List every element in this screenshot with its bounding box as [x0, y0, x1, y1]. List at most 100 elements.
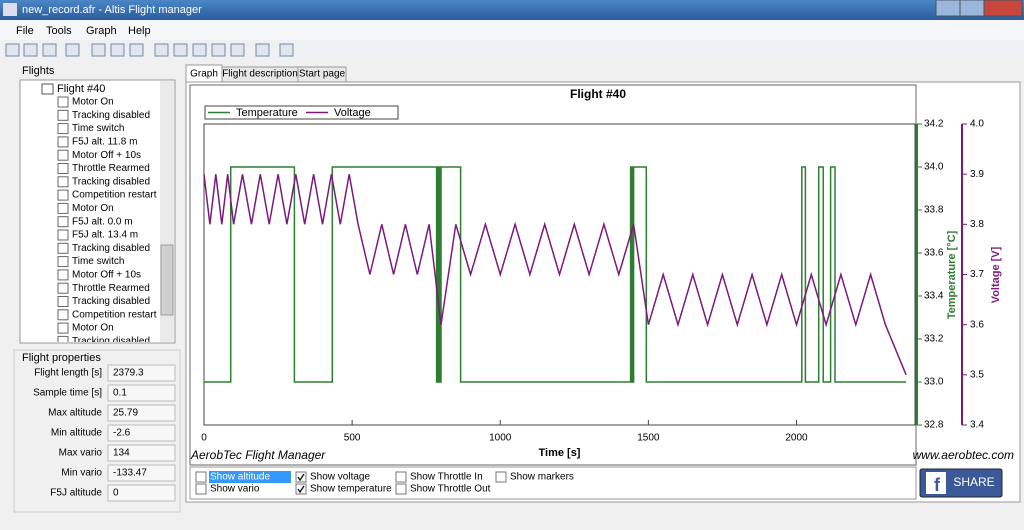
maximize-button[interactable]: [959, 0, 985, 17]
x-tick-label: 500: [344, 433, 361, 444]
checkbox[interactable]: [395, 483, 407, 495]
options-panel: [189, 466, 917, 500]
checkbox[interactable]: [495, 471, 507, 483]
checkmark: [297, 473, 305, 482]
tree-item[interactable]: Tracking disabled: [72, 176, 150, 187]
tree-item[interactable]: Tracking disabled: [72, 336, 150, 347]
toolbar-button[interactable]: [91, 43, 106, 57]
y-tick-label: 33.8: [924, 205, 944, 216]
facebook-f: f: [934, 475, 941, 495]
toolbar-button[interactable]: [192, 43, 207, 57]
toolbar-button[interactable]: [65, 43, 80, 57]
tree-item[interactable]: Competition restart: [72, 309, 157, 320]
close-button[interactable]: [983, 0, 1023, 17]
y2-tick-label: 3.8: [970, 219, 984, 230]
tree-icon: [57, 335, 69, 342]
window-title: new_record.afr - Altis Flight manager: [22, 4, 202, 16]
tree-item[interactable]: Motor On: [72, 97, 114, 108]
toolbar-button[interactable]: [173, 43, 188, 57]
tab-label[interactable]: Flight description: [222, 69, 298, 80]
tree-icon: [57, 149, 69, 161]
y-axis-label: Temperature [°C]: [946, 230, 958, 319]
x-tick-label: 0: [201, 433, 207, 444]
tree-icon: [57, 322, 69, 334]
checkbox[interactable]: [295, 483, 307, 495]
checkmark: [297, 485, 305, 494]
checkbox[interactable]: [295, 471, 307, 483]
tree-item[interactable]: Tracking disabled: [72, 243, 150, 254]
property-box: [107, 384, 176, 402]
y-tick-label: 33.2: [924, 334, 944, 345]
toolbar-button[interactable]: [154, 43, 169, 57]
tree-item[interactable]: Motor Off + 10s: [72, 270, 141, 281]
tree-root[interactable]: Flight #40: [57, 83, 105, 95]
tree-item[interactable]: Time switch: [72, 123, 124, 134]
checkbox-label[interactable]: Show Throttle In: [410, 472, 483, 483]
tree-item[interactable]: F5J alt. 11.8 m: [72, 137, 137, 148]
property-label: Flight length [s]: [34, 368, 102, 379]
tree-item[interactable]: Motor On: [72, 323, 114, 334]
tree-item[interactable]: Motor Off + 10s: [72, 150, 141, 161]
menu-item[interactable]: File: [16, 25, 34, 37]
properties-group: [13, 349, 181, 513]
checkbox-label[interactable]: Show Throttle Out: [410, 484, 491, 495]
toolbar-button[interactable]: [42, 43, 57, 57]
x-tick-label: 1000: [489, 433, 512, 444]
toolbar-button[interactable]: [5, 43, 20, 57]
property-box: [107, 464, 176, 482]
tree-item[interactable]: Throttle Rearmed: [72, 163, 150, 174]
property-value: 134: [113, 448, 130, 459]
property-value: 25.79: [113, 408, 138, 419]
toolbar-button[interactable]: [211, 43, 226, 57]
property-box: [107, 404, 176, 422]
tree-item[interactable]: Time switch: [72, 256, 124, 267]
tree-icon: [57, 123, 69, 135]
toolbar-button[interactable]: [255, 43, 270, 57]
minimize-button[interactable]: [935, 0, 961, 17]
property-value: 2379.3: [113, 368, 144, 379]
y-tick-label: 33.6: [924, 248, 944, 259]
checkbox-label[interactable]: Show voltage: [310, 472, 370, 483]
toolbar-button[interactable]: [23, 43, 38, 57]
y-tick-label: 34.0: [924, 162, 944, 173]
checkbox-label[interactable]: Show vario: [210, 484, 260, 495]
y2-tick-label: 4.0: [970, 119, 984, 130]
menu-item[interactable]: Graph: [86, 25, 117, 37]
property-label: F5J altitude: [50, 488, 102, 499]
tree-icon: [57, 96, 69, 108]
checkbox-label[interactable]: Show altitude: [210, 472, 270, 483]
tree-item[interactable]: Motor On: [72, 203, 114, 214]
tree-icon: [57, 282, 69, 294]
checkbox[interactable]: [195, 483, 207, 495]
legend: [204, 105, 399, 120]
tree-item[interactable]: Tracking disabled: [72, 296, 150, 307]
tab-label[interactable]: Graph: [190, 69, 218, 80]
y-tick-label: 34.2: [924, 119, 944, 130]
menu-item[interactable]: Help: [128, 25, 151, 37]
toolbar-button[interactable]: [129, 43, 144, 57]
toolbar-button[interactable]: [230, 43, 245, 57]
tree-item[interactable]: F5J alt. 0.0 m: [72, 216, 133, 227]
facebook-icon: [926, 472, 946, 494]
menu-bar: [0, 20, 1024, 40]
tree-icon: [57, 176, 69, 188]
toolbar-button[interactable]: [279, 43, 294, 57]
tab-label[interactable]: Start page: [299, 69, 346, 80]
checkbox-label[interactable]: Show temperature: [310, 484, 392, 495]
checkbox[interactable]: [395, 471, 407, 483]
tree-item[interactable]: Throttle Rearmed: [72, 283, 150, 294]
checkbox[interactable]: [195, 471, 207, 483]
toolbar-button[interactable]: [110, 43, 125, 57]
chart-title: Flight #40: [570, 87, 626, 101]
x-axis-label: Time [s]: [539, 447, 581, 459]
tree-icon: [57, 229, 69, 241]
tree-item[interactable]: Competition restart: [72, 190, 157, 201]
tree-item[interactable]: F5J alt. 13.4 m: [72, 230, 138, 241]
menu-item[interactable]: Tools: [46, 25, 72, 37]
tree-item[interactable]: Tracking disabled: [72, 110, 150, 121]
checkbox-label[interactable]: Show markers: [510, 472, 574, 483]
scroll-thumb[interactable]: [160, 244, 174, 316]
share-label[interactable]: SHARE: [953, 475, 994, 489]
